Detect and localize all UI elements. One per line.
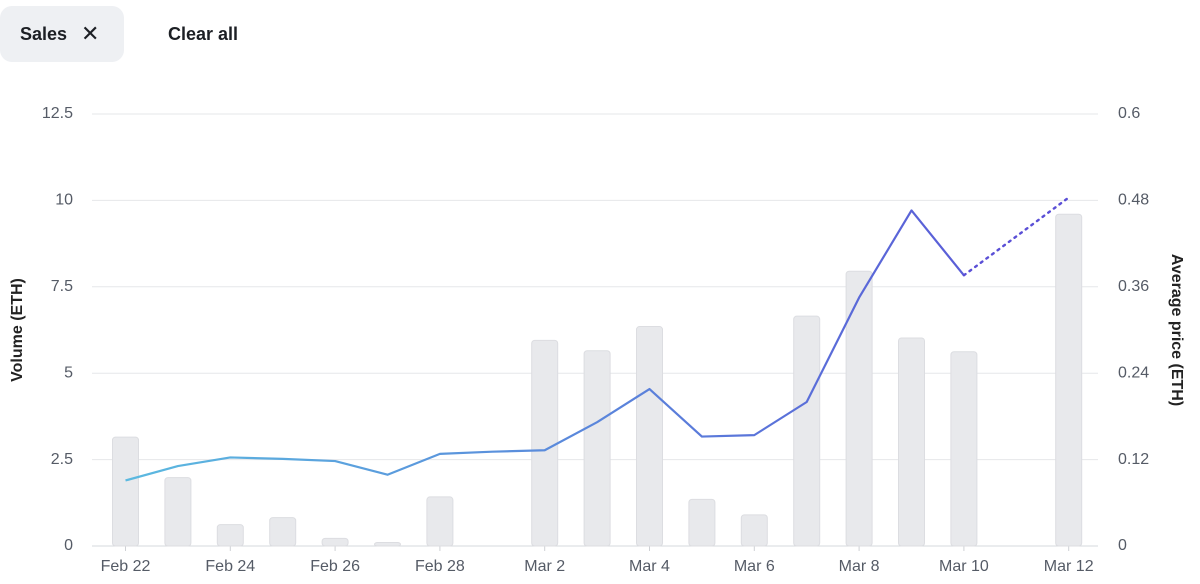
chip-label: Sales [20, 23, 68, 44]
y-right-tick-label: 0.36 [1118, 278, 1149, 295]
close-icon[interactable]: ✕ [81, 21, 100, 46]
y-left-tick-label: 5 [64, 364, 73, 381]
volume-bar [531, 339, 559, 547]
volume-bar [740, 514, 768, 547]
volume-bar [374, 542, 401, 547]
volume-bar [950, 351, 978, 547]
filter-bar: Sales ✕ Clear all [0, 6, 238, 62]
sales-filter-chip[interactable]: Sales ✕ [0, 6, 124, 62]
x-tick-label: Feb 26 [310, 558, 360, 575]
x-tick-label: Mar 8 [839, 558, 880, 575]
y-left-tick-label: 0 [64, 537, 73, 554]
y-left-tick-label: 12.5 [42, 105, 73, 122]
clear-all-button[interactable]: Clear all [168, 23, 239, 44]
volume-bar [688, 498, 716, 547]
volume-bar [583, 350, 611, 547]
volume-bar [1055, 213, 1083, 547]
y-right-tick-label: 0 [1118, 537, 1127, 554]
volume-bar [898, 337, 925, 547]
volume-bar [269, 517, 297, 547]
volume-bar [321, 537, 349, 547]
y-right-tick-label: 0.24 [1118, 364, 1149, 381]
x-tick-label: Mar 2 [524, 558, 565, 575]
y-left-axis-title: Volume (ETH) [9, 278, 26, 382]
y-left-tick-label: 2.5 [51, 451, 73, 468]
y-left-tick-label: 7.5 [51, 278, 73, 295]
volume-bar [112, 436, 139, 547]
x-tick-label: Feb 22 [101, 558, 151, 575]
volume-bar [793, 315, 821, 547]
y-right-axis-title: Average price (ETH) [1168, 254, 1185, 406]
volume-bar [845, 270, 873, 547]
volume-bar [636, 326, 663, 547]
y-left-tick-label: 10 [55, 192, 73, 209]
x-tick-label: Mar 10 [939, 558, 989, 575]
volume-bar [426, 496, 454, 547]
x-tick-label: Mar 4 [629, 558, 670, 575]
volume-bar [164, 477, 192, 547]
y-right-tick-label: 0.6 [1118, 105, 1140, 122]
avg-price-line [125, 209, 965, 482]
x-tick-label: Mar 6 [734, 558, 775, 575]
y-right-tick-label: 0.48 [1118, 192, 1149, 209]
avg-price-projection-line [962, 196, 1070, 277]
x-tick-label: Feb 24 [205, 558, 255, 575]
x-tick-label: Mar 12 [1044, 558, 1094, 575]
x-tick-label: Feb 28 [415, 558, 465, 575]
volume-bar [216, 524, 244, 547]
y-right-tick-label: 0.12 [1118, 451, 1149, 468]
